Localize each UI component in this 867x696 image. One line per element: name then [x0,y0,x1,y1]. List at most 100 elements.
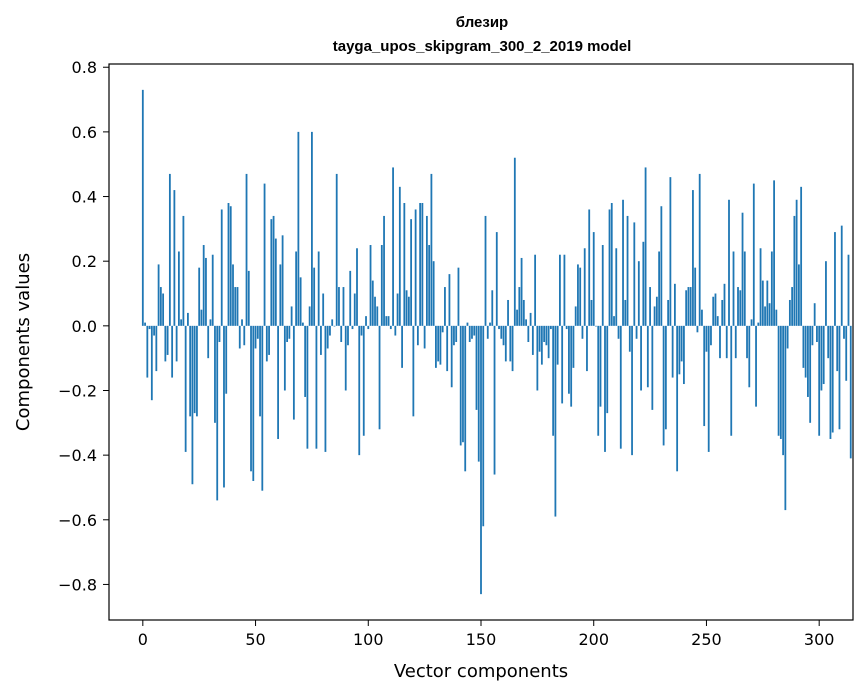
bar-58 [272,215,275,326]
bar-263 [734,325,737,359]
bar-74 [308,306,311,326]
bar-275 [761,280,764,326]
bar-212 [619,325,622,449]
bar-225 [649,287,651,326]
bar-295 [807,325,809,397]
bar-8 [159,287,162,326]
bar-164 [511,325,514,372]
bar-104 [376,306,379,326]
bar-209 [613,316,615,326]
bar-163 [509,325,512,362]
bar-126 [425,215,428,326]
bar-109 [387,316,390,326]
bar-97 [360,325,363,336]
bar-240 [683,325,685,385]
bar-286 [786,325,789,349]
x-tick-label: 0 [138,630,148,649]
bar-296 [809,325,812,423]
bar-108 [385,316,388,326]
bar-46 [245,173,248,326]
bar-192 [574,306,577,326]
bar-64 [286,325,289,342]
bar-251 [707,325,710,452]
bar-243 [689,287,692,326]
bar-119 [410,219,413,326]
bar-105 [378,325,381,430]
bar-308 [836,325,839,372]
bar-184 [556,325,559,365]
bar-87 [338,287,340,326]
bar-110 [389,325,392,330]
bar-95 [356,248,358,326]
bar-309 [838,325,841,430]
bar-168 [520,257,523,326]
bar-42 [236,287,239,326]
bar-205 [604,325,606,452]
bar-25 [198,267,201,326]
bar-69 [297,131,300,326]
bar-258 [723,283,726,326]
bar-173 [531,325,534,355]
bar-18 [182,215,185,326]
bar-248 [701,309,703,326]
bar-137 [450,325,453,388]
bar-215 [626,215,629,326]
bar-172 [529,312,532,326]
bar-255 [716,316,719,326]
bar-13 [171,325,174,378]
x-axis-label: Vector components [394,661,568,682]
bar-88 [340,325,343,342]
bar-280 [773,180,775,326]
bar-133 [441,325,444,333]
bar-101 [369,245,372,326]
bar-229 [658,251,661,326]
bar-190 [570,325,573,407]
bar-245 [694,267,697,326]
bar-307 [834,232,836,326]
bar-299 [816,325,818,342]
y-tick-label: 0.0 [72,317,97,336]
bar-139 [455,325,458,342]
bar-15 [175,325,178,362]
y-tick-label: 0.4 [72,188,97,207]
bar-224 [646,325,649,388]
bar-259 [725,325,728,359]
y-tick-label: −0.6 [58,511,97,530]
bar-282 [777,325,780,436]
bar-5 [153,325,155,336]
bar-48 [250,325,252,472]
bar-41 [234,287,237,326]
bar-242 [687,287,690,326]
bar-49 [252,325,255,481]
bar-207 [608,209,611,326]
bar-130 [435,325,437,368]
bar-276 [764,306,766,326]
bar-72 [304,325,307,397]
bar-143 [464,325,467,472]
bar-227 [653,306,656,326]
bar-34 [218,325,221,342]
bar-288 [791,287,794,326]
bar-285 [784,325,787,511]
bar-181 [549,325,552,330]
bar-146 [471,325,473,339]
bar-237 [676,325,679,472]
bar-272 [755,325,757,407]
bar-38 [227,203,230,326]
bar-313 [847,254,850,326]
bar-140 [457,267,460,326]
y-axis-label: Components values [13,253,34,431]
x-tick-label: 200 [578,630,609,649]
y-axis-ticks: −0.8 −0.6 −0.4 −0.2 0.0 0.2 0.4 0.6 0.8 [58,58,109,594]
bar-179 [545,325,548,346]
bar-112 [394,325,397,336]
bar-260 [728,199,730,326]
y-tick-label: 0.8 [72,58,97,77]
bar-278 [768,303,771,326]
bar-221 [640,325,642,391]
bars-group [141,89,852,595]
bar-85 [333,325,336,327]
bar-193 [577,264,579,326]
bar-167 [518,287,521,326]
bar-113 [396,293,399,326]
